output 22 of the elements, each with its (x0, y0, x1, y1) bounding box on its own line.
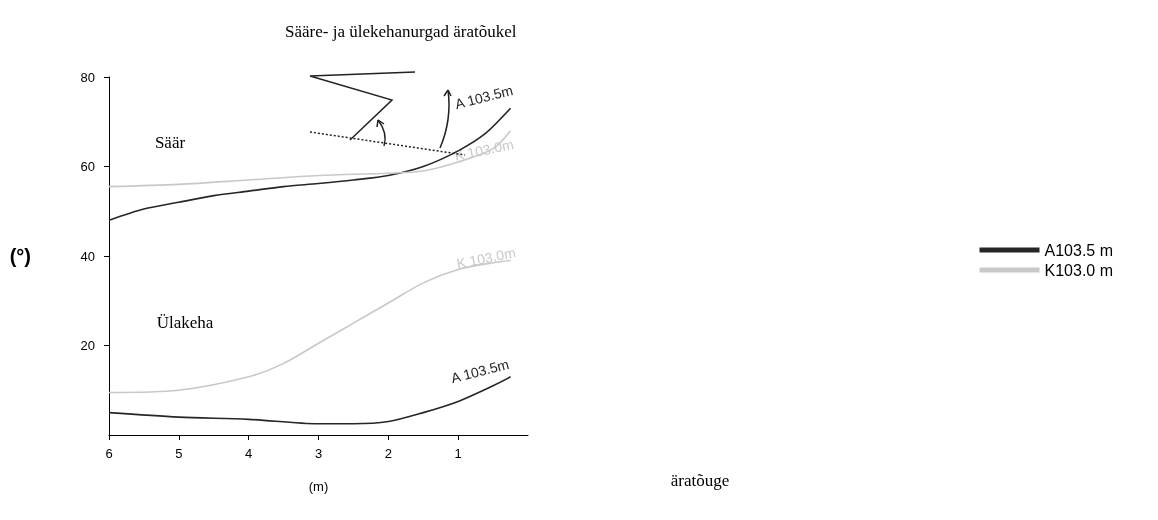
x-tick-label: 3 (314, 446, 323, 461)
y-tick-label: 60 (80, 159, 95, 174)
y-tick-label: 80 (80, 69, 95, 85)
y-tick-label: 20 (80, 338, 95, 353)
x-axis-title: (m) (308, 479, 329, 494)
x-tick-label: 5 (175, 446, 183, 461)
annotation: Ülakeha (156, 312, 214, 332)
annotation: A 103.5m (453, 81, 515, 113)
x-tick-label: 6 (105, 446, 113, 461)
annotation: Säär (154, 132, 186, 152)
y-axis-title: (°) (9, 245, 31, 267)
x-tick-label: 2 (384, 446, 392, 461)
text: äratõuge (670, 470, 730, 490)
x-tick-label: 4 (245, 446, 253, 461)
x-tick-label: 1 (454, 446, 462, 461)
y-tick-label: 40 (80, 248, 95, 264)
annotation: A 103.5m (449, 355, 511, 387)
legend-label: K103.0 m (1044, 261, 1113, 279)
line-series (108, 107, 512, 221)
line-series (108, 129, 512, 188)
legend-label: A103.5 m (1044, 241, 1113, 259)
chart-title: Sääre- ja ülekehanurgad äratõukel (285, 22, 517, 41)
